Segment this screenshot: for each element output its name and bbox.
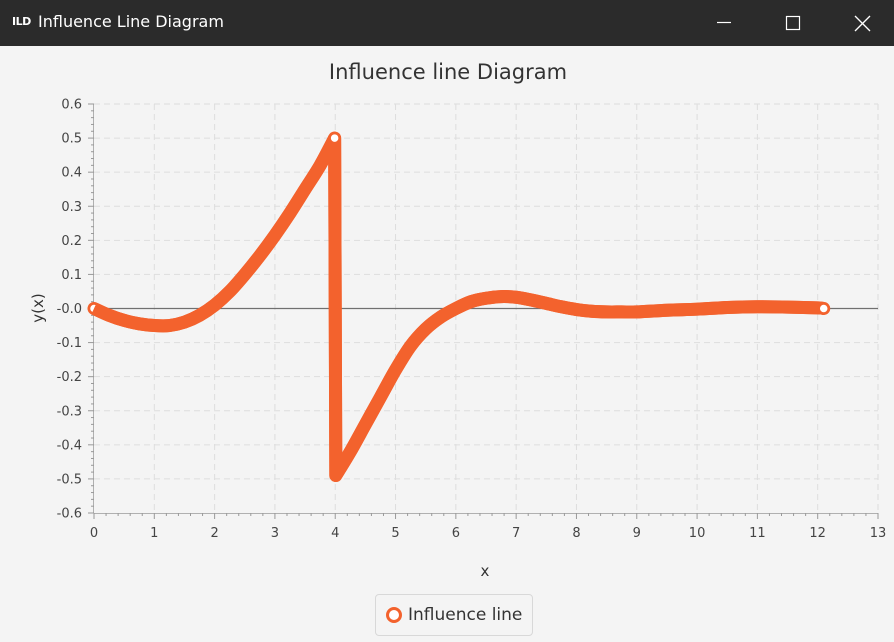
window-title: Influence Line Diagram (38, 12, 224, 31)
endpoint-marker (328, 131, 341, 145)
legend-symbol (386, 607, 402, 623)
y-tick-label: 0.3 (61, 200, 82, 215)
close-button[interactable] (826, 0, 894, 46)
x-tick-label: 12 (809, 526, 826, 541)
y-tick-label: 0.2 (61, 234, 82, 249)
x-tick-label: 6 (452, 526, 460, 541)
x-tick-label: 5 (391, 526, 399, 541)
x-tick-label: 1 (150, 526, 158, 541)
y-tick-label: -0.0 (57, 302, 82, 317)
title-bar: ILD Influence Line Diagram (0, 0, 894, 46)
app-icon: ILD (12, 15, 31, 28)
endpoint-marker (817, 302, 830, 315)
chart-title: Influence line Diagram (329, 60, 567, 84)
x-tick-label: 4 (331, 526, 339, 541)
legend: Influence line (375, 594, 534, 636)
x-tick-label: 11 (749, 526, 766, 541)
y-tick-label: 0.6 (61, 98, 82, 113)
y-tick-label: -0.6 (57, 507, 82, 522)
maximize-button[interactable] (758, 0, 826, 46)
axes: 0 1 2 3 4 5 6 7 8 9 10 11 12 130.60.50.40.30.20.1-0.0… (57, 98, 887, 542)
x-tick-label: 7 (512, 526, 520, 541)
x-axis-label: x (481, 562, 490, 580)
line-chart: Influence line Diagram 0 1 2 3 4 5 6 7 8 9 10 11 12 1… (29, 60, 887, 580)
influence-line-overlay (91, 131, 826, 483)
x-tick-label: 2 (210, 526, 218, 541)
y-tick-label: 0.1 (61, 268, 82, 283)
series (87, 131, 831, 483)
y-tick-label: -0.4 (57, 438, 82, 453)
close-icon (854, 15, 871, 32)
chart-area: Influence line Diagram 0 1 2 3 4 5 6 7 8 9 10 11 12 1… (0, 46, 894, 642)
x-tick-label: 8 (572, 526, 580, 541)
y-tick-label: -0.1 (57, 336, 82, 351)
minimize-icon (717, 21, 731, 24)
x-tick-label: 9 (633, 526, 641, 541)
minimize-button[interactable] (690, 0, 758, 46)
x-tick-label: 0 (90, 526, 98, 541)
x-tick-label: 10 (689, 526, 706, 541)
maximize-icon (785, 15, 801, 31)
x-tick-label: 3 (271, 526, 279, 541)
x-tick-label: 13 (870, 526, 887, 541)
y-tick-label: -0.2 (57, 370, 82, 385)
y-tick-label: 0.4 (61, 166, 82, 181)
y-tick-label: 0.5 (61, 132, 82, 147)
y-tick-label: -0.5 (57, 472, 82, 487)
legend-label: Influence line (408, 605, 523, 625)
y-axis-label: y(x) (29, 293, 47, 322)
y-tick-label: -0.3 (57, 404, 82, 419)
